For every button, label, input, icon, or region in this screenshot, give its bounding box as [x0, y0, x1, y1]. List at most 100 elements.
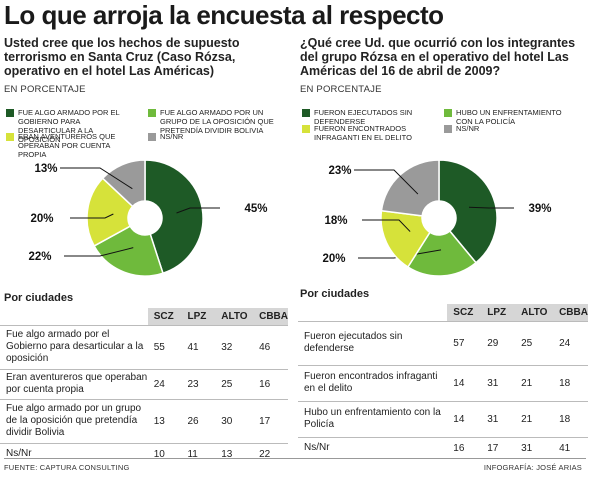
leader-line	[70, 213, 114, 219]
table-cell: 41	[181, 324, 216, 369]
right-donut-chart: 39% 20% 18% 23%	[322, 159, 552, 277]
donut-slice	[144, 159, 204, 275]
table-cell: 25	[515, 320, 554, 365]
donut-slice	[380, 159, 440, 217]
table-cell: 26	[181, 398, 216, 443]
table-row: Ns/Nr 16 17 31 41	[298, 436, 588, 459]
slice-value-label: 20%	[30, 213, 53, 225]
legend-label: FUE ALGO ARMADO POR EL GOBIERNO PARA DES…	[18, 108, 120, 144]
leader-line	[354, 169, 419, 195]
table-row: Hubo un enfrentamiento con la Policía 14 3…	[298, 400, 588, 437]
legend-item: HUBO UN ENFRENTAMIENTO CON LA POLICÍA	[444, 108, 574, 126]
row-label: Hubo un enfrentamiento con la Policía	[298, 400, 448, 437]
left-unit-label: EN PORCENTAJE	[4, 84, 86, 95]
column-header: SCZ	[147, 308, 182, 325]
legend-swatch	[444, 109, 452, 117]
table-cell: 11	[181, 442, 216, 465]
legend-swatch	[6, 133, 14, 141]
column-header: LPZ	[481, 304, 516, 321]
left-city-table: SCZ LPZ ALTO CBBA Fue algo armado por el Gob…	[0, 308, 288, 465]
table-cell: 23	[181, 368, 216, 399]
table-cell: 18	[553, 400, 588, 437]
table-row: Fueron ejecutados sin defenderse 57 29 25 24	[298, 320, 588, 365]
donut-slice	[86, 177, 134, 247]
table-cell: 29	[481, 320, 516, 365]
row-label: Ns/Nr	[0, 442, 148, 465]
table-cell: 14	[447, 364, 482, 401]
right-panel: ¿Qué cree Ud. que ocurrió con los integr…	[300, 36, 588, 95]
right-by-city-label: Por ciudades	[300, 288, 370, 300]
legend-item: NS/NR	[444, 124, 574, 133]
table-cell: 31	[481, 364, 516, 401]
donut-slice	[438, 159, 498, 264]
table-cell: 17	[253, 398, 288, 443]
left-donut-chart: 45% 22% 20% 13%	[28, 159, 268, 277]
right-question: ¿Qué cree Ud. que ocurrió con los integr…	[300, 36, 576, 78]
slice-value-label: 39%	[528, 203, 551, 215]
legend-label: ERAN AVENTUREROS QUE OPERABAN POR CUENTA…	[18, 132, 116, 159]
table-cell: 25	[215, 368, 254, 399]
column-header: CBBA	[253, 308, 288, 325]
left-legend: FUE ALGO ARMADO POR EL GOBIERNO PARA DES…	[4, 104, 294, 159]
column-header: CBBA	[553, 304, 588, 321]
leader-line	[468, 206, 514, 209]
table-cell: 16	[447, 436, 482, 459]
legend-swatch	[302, 125, 310, 133]
legend-label: NS/NR	[160, 132, 184, 141]
legend-swatch	[148, 109, 156, 117]
right-legend: FUERON EJECUTADOS SIN DEFENDERSE HUBO UN …	[300, 104, 590, 154]
footer-divider	[4, 458, 586, 459]
row-label: Eran aventureros que operaban por cuenta…	[0, 368, 148, 399]
leader-line	[60, 167, 133, 190]
slice-value-label: 45%	[244, 203, 267, 215]
legend-label: HUBO UN ENFRENTAMIENTO CON LA POLICÍA	[456, 108, 562, 126]
column-header: ALTO	[215, 308, 254, 325]
table-row: Ns/Nr 10 11 13 22	[0, 442, 288, 465]
table-cell: 57	[447, 320, 482, 365]
footer-credit: INFOGRAFÍA: JOSÉ ARIAS	[483, 463, 582, 472]
table-cell: 41	[553, 436, 588, 459]
legend-label: FUE ALGO ARMADO POR UN GRUPO DE LA OPOSI…	[160, 108, 274, 135]
legend-swatch	[302, 109, 310, 117]
slice-value-label: 13%	[34, 163, 57, 175]
right-unit-label: EN PORCENTAJE	[300, 84, 382, 95]
table-cell: 21	[515, 400, 554, 437]
left-panel: Usted cree que los hechos de supuesto te…	[4, 36, 292, 95]
donut-slice	[380, 209, 431, 269]
table-row: Fue algo armado por un grupo de la oposi…	[0, 398, 288, 443]
legend-label: FUERON EJECUTADOS SIN DEFENDERSE	[314, 108, 413, 126]
slice-value-label: 18%	[324, 215, 347, 227]
row-label: Fue algo armado por el Gobierno para des…	[0, 324, 148, 369]
table-cell: 46	[253, 324, 288, 369]
leader-line	[362, 219, 411, 232]
table-cell: 32	[215, 324, 254, 369]
legend-swatch	[6, 109, 14, 117]
leader-line	[358, 249, 442, 259]
table-cell: 16	[253, 368, 288, 399]
row-label: Ns/Nr	[298, 436, 448, 459]
table-cell: 18	[553, 364, 588, 401]
table-cell: 13	[147, 398, 182, 443]
column-header: ALTO	[515, 304, 554, 321]
column-header: SCZ	[447, 304, 482, 321]
table-cell: 31	[481, 400, 516, 437]
page-title: Lo que arroja la encuesta al respecto	[4, 0, 444, 30]
table-cell: 30	[215, 398, 254, 443]
slice-value-label: 20%	[322, 253, 345, 265]
legend-swatch	[148, 133, 156, 141]
legend-item: FUERON ENCONTRADOS INFRAGANTI EN EL DELI…	[302, 124, 432, 142]
slice-value-label: 22%	[28, 251, 51, 263]
leader-line	[176, 207, 220, 214]
row-label: Fue algo armado por un grupo de la oposi…	[0, 398, 148, 443]
slice-value-label: 23%	[328, 165, 351, 177]
table-cell: 31	[515, 436, 554, 459]
legend-label: NS/NR	[456, 124, 480, 133]
table-cell: 13	[215, 442, 254, 465]
table-cell: 24	[147, 368, 182, 399]
right-city-table: SCZ LPZ ALTO CBBA Fueron ejecutados sin defe…	[298, 304, 588, 459]
donut-slice	[406, 230, 478, 277]
table-cell: 10	[147, 442, 182, 465]
table-cell: 55	[147, 324, 182, 369]
legend-item: FUERON EJECUTADOS SIN DEFENDERSE	[302, 108, 432, 126]
table-cell: 14	[447, 400, 482, 437]
